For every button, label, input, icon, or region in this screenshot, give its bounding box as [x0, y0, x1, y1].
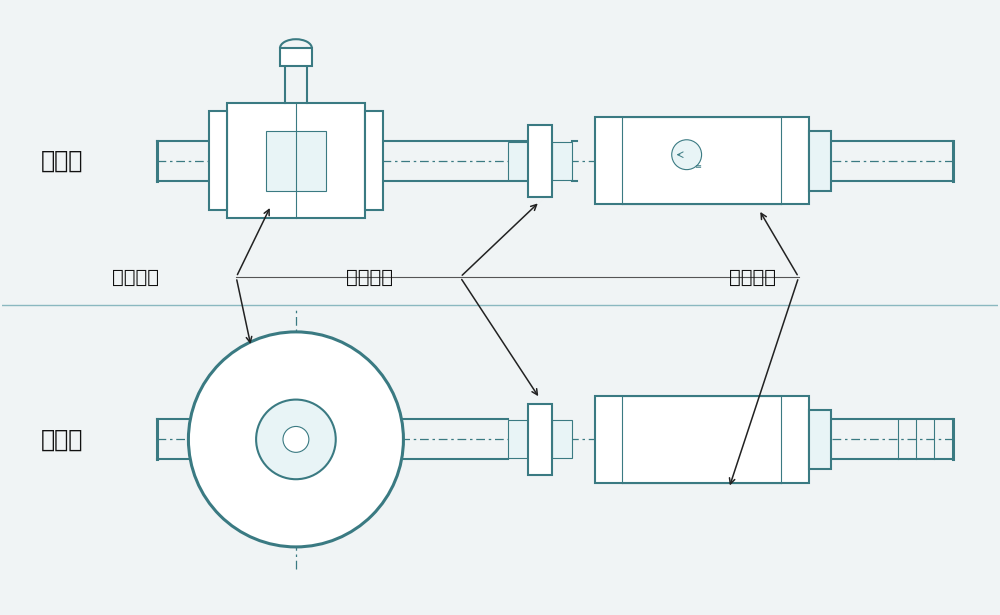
Text: 测速齿盘: 测速齿盘	[112, 268, 159, 287]
Bar	[552, 421, 572, 458]
Bar	[508, 141, 528, 180]
Bar	[528, 403, 552, 475]
Bar	[365, 111, 383, 210]
Bar	[595, 395, 809, 483]
Bar	[809, 131, 831, 191]
Text: 定位标记: 定位标记	[729, 268, 776, 287]
Text: 安装装置: 安装装置	[346, 268, 393, 287]
Bar	[508, 421, 528, 458]
Circle shape	[256, 400, 336, 479]
Bar	[209, 111, 227, 210]
Bar	[280, 48, 312, 66]
Bar	[809, 410, 831, 469]
Text: 俯视图: 俯视图	[41, 427, 83, 451]
Circle shape	[283, 426, 309, 453]
Bar	[595, 117, 809, 204]
Bar	[266, 131, 326, 191]
Circle shape	[188, 332, 403, 547]
Text: ≡: ≡	[695, 162, 702, 171]
Text: 正视图: 正视图	[41, 149, 83, 173]
Circle shape	[672, 140, 702, 170]
Bar	[528, 125, 552, 197]
Bar	[552, 141, 572, 180]
Bar	[227, 103, 365, 218]
